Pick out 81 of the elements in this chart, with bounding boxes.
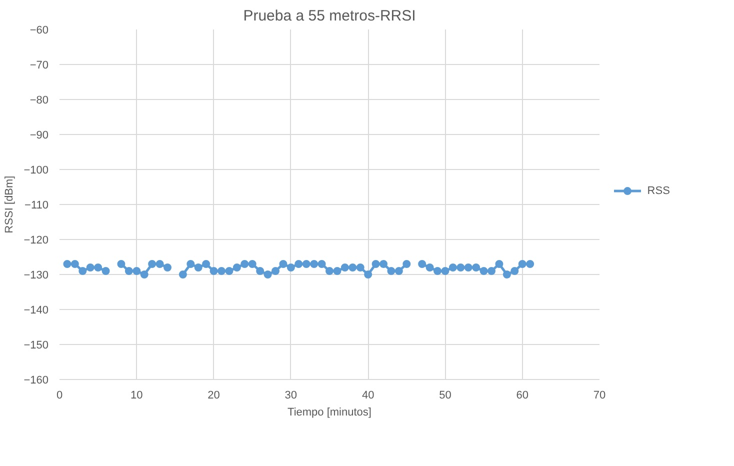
point: [194, 264, 202, 272]
point: [348, 264, 357, 272]
y-tick-label: −160: [24, 374, 49, 386]
point: [102, 267, 110, 275]
chart-title: Prueba a 55 metros-RRSI: [243, 8, 416, 24]
point: [441, 267, 450, 275]
point: [495, 260, 504, 268]
point: [434, 267, 442, 275]
point: [480, 267, 488, 275]
point: [364, 270, 372, 278]
y-tick-label: −90: [30, 130, 49, 142]
point: [318, 260, 326, 268]
point: [387, 267, 396, 275]
y-tick-label: −110: [24, 200, 49, 212]
y-tick-label: −140: [24, 304, 49, 316]
point: [140, 270, 148, 278]
point: [326, 267, 334, 275]
y-tick-label: −70: [30, 60, 49, 72]
point: [248, 260, 256, 268]
legend-label: RSS: [647, 185, 670, 198]
point: [117, 260, 126, 268]
y-axis-title: RSSI [dBm]: [4, 176, 16, 234]
point: [456, 264, 465, 272]
point: [240, 260, 249, 268]
point: [472, 264, 480, 272]
x-axis-title: Tiempo [minutos]: [288, 406, 372, 418]
point: [310, 260, 318, 268]
point: [279, 260, 288, 268]
point: [302, 260, 310, 268]
point: [272, 267, 280, 275]
point: [488, 267, 496, 275]
point: [394, 267, 403, 275]
point: [218, 267, 226, 275]
x-tick-label: 50: [439, 390, 452, 402]
point: [124, 267, 133, 275]
point: [186, 260, 195, 268]
point: [526, 260, 534, 268]
x-tick-label: 70: [593, 390, 606, 402]
point: [510, 267, 519, 275]
point: [340, 264, 349, 272]
point: [156, 260, 164, 268]
point: [333, 267, 342, 275]
point: [225, 267, 234, 275]
point: [294, 260, 303, 268]
point: [63, 260, 72, 268]
y-tick-label: −130: [24, 270, 49, 282]
point: [132, 267, 141, 275]
point: [70, 260, 79, 268]
x-tick-label: 30: [284, 390, 298, 402]
point: [178, 270, 187, 278]
point: [264, 270, 272, 278]
point: [94, 264, 102, 272]
x-tick-label: 0: [56, 390, 63, 402]
point: [518, 260, 526, 268]
y-tick-label: −80: [30, 94, 49, 106]
point: [210, 267, 218, 275]
x-tick-label: 20: [208, 390, 220, 402]
point: [380, 260, 388, 268]
point: [256, 267, 264, 275]
point: [86, 264, 94, 272]
point: [286, 264, 295, 272]
point: [232, 264, 241, 272]
y-tick-label: −100: [24, 164, 49, 176]
point: [464, 264, 472, 272]
y-tick-label: −120: [24, 234, 49, 246]
point: [356, 264, 364, 272]
x-tick-label: 60: [516, 390, 528, 402]
y-tick-label: −60: [30, 24, 49, 36]
point: [148, 260, 156, 268]
point: [372, 260, 380, 268]
point: [202, 260, 210, 268]
x-tick-label: 10: [130, 390, 143, 402]
point: [418, 260, 426, 268]
point: [426, 264, 434, 272]
y-tick-label: −150: [24, 340, 49, 352]
point: [164, 264, 172, 272]
point: [448, 264, 457, 272]
point: [78, 267, 87, 275]
point: [502, 270, 511, 278]
x-tick-label: 40: [362, 390, 374, 402]
point: [402, 260, 411, 268]
